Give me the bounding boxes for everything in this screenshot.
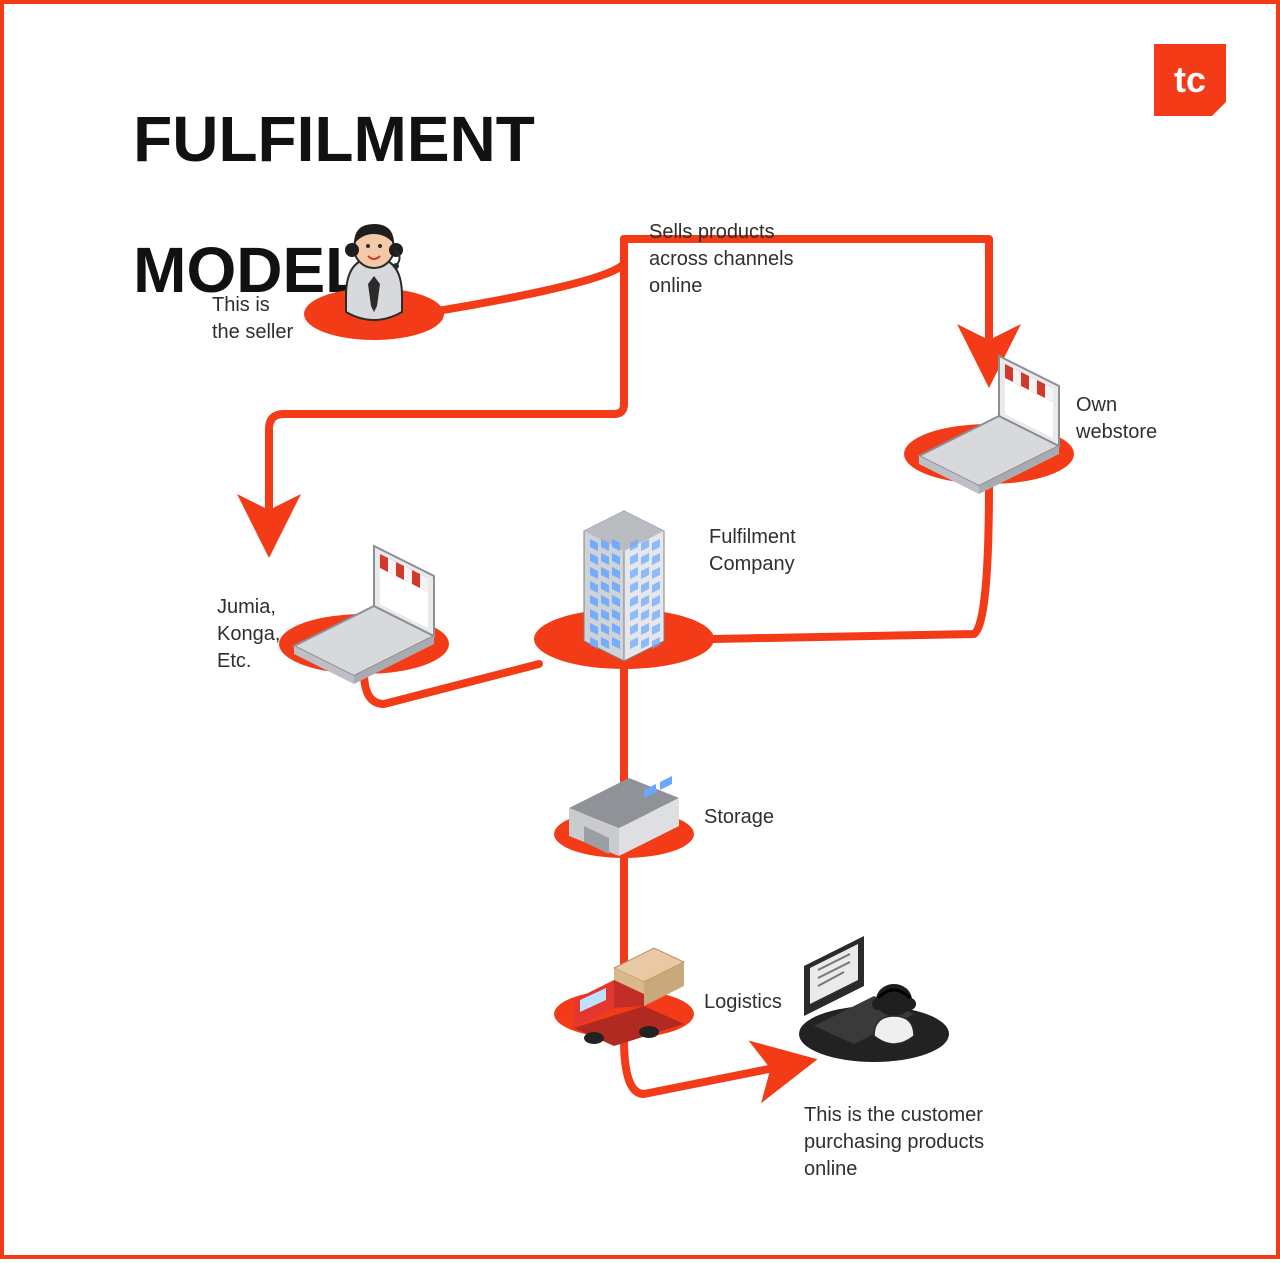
nodes — [279, 224, 1074, 1062]
label-customer: This is the customer purchasing products… — [804, 1102, 984, 1183]
label-storage: Storage — [704, 804, 774, 831]
label-marketplace: Jumia, Konga, Etc. — [217, 594, 280, 675]
label-seller-to-split: Sells products across channels online — [649, 219, 794, 300]
customer-icon — [804, 936, 916, 1044]
node-marketplace — [279, 546, 449, 684]
seller-icon — [345, 224, 403, 320]
node-customer — [799, 936, 949, 1062]
flow-diagram — [4, 4, 1280, 1263]
edge-logistics-to-customer — [624, 1039, 794, 1094]
node-webstore — [904, 356, 1074, 494]
node-seller — [304, 224, 444, 340]
label-webstore: Own webstore — [1076, 392, 1157, 446]
label-logistics: Logistics — [704, 989, 782, 1016]
edge-seller-to-split — [419, 239, 624, 314]
diagram-stage: FULFILMENT MODEL tc This is the sellerOw… — [0, 0, 1280, 1259]
label-seller: This is the seller — [212, 292, 293, 346]
node-storage — [554, 776, 694, 858]
label-fulfilment: Fulfilment Company — [709, 524, 796, 578]
node-logistics — [554, 948, 694, 1046]
fulfilment-icon — [584, 511, 664, 661]
node-fulfilment — [534, 511, 714, 669]
